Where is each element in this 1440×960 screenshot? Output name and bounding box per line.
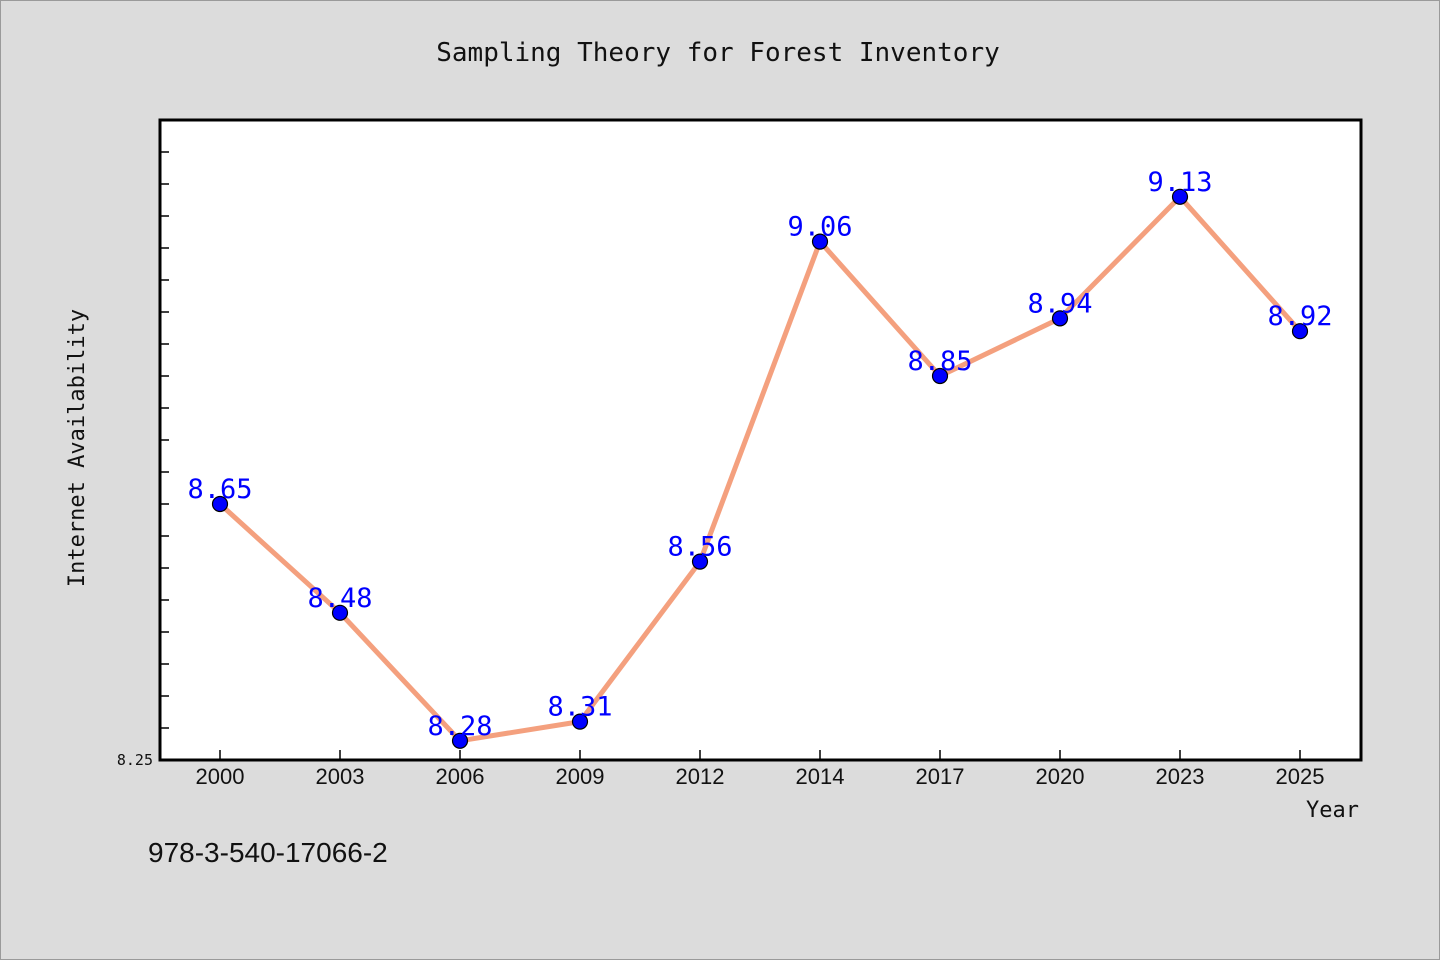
x-axis-tick-labels: 2000 2003 2006 2009 2012 2014 2017 2020 2023 2025 [196, 764, 1325, 789]
data-point [1051, 310, 1069, 327]
data-labels: 8.65 8.48 8.28 8.31 8.56 9.06 8.85 8.94 9.13 8.92 [187, 167, 1332, 742]
x-tick-label: 2000 [196, 764, 245, 789]
data-point [931, 367, 949, 385]
x-tick-label: 2006 [436, 764, 485, 789]
data-label: 8.31 [547, 692, 612, 723]
x-tick-label: 2014 [796, 764, 845, 789]
plot-area [158, 118, 1363, 762]
data-markers [211, 188, 1309, 749]
x-tick-label: 2023 [1156, 764, 1205, 789]
x-tick-label: 2020 [1036, 764, 1085, 789]
data-label: 8.94 [1027, 288, 1092, 319]
x-axis-ticks [219, 750, 1301, 760]
data-label: 9.06 [787, 212, 852, 243]
data-label: 8.28 [427, 711, 492, 742]
data-label: 8.92 [1267, 301, 1332, 332]
data-label: 9.13 [1147, 167, 1212, 198]
x-tick-label: 2012 [676, 764, 725, 789]
data-label: 8.65 [187, 474, 252, 505]
chart-title: Sampling Theory for Forest Inventory [436, 38, 1000, 68]
data-point [451, 732, 469, 749]
x-tick-label: 2009 [556, 764, 605, 789]
data-point [1171, 188, 1189, 205]
data-label: 8.48 [307, 583, 372, 614]
data-point [691, 553, 709, 570]
y-axis-ticks [160, 151, 169, 729]
series-line [217, 194, 1303, 744]
y-axis-title: Internet Availability [65, 309, 90, 587]
data-label: 8.85 [907, 346, 972, 377]
data-point [1291, 323, 1309, 340]
x-tick-label: 2025 [1276, 764, 1325, 789]
data-point [331, 604, 349, 621]
data-point [211, 495, 229, 513]
data-point [571, 713, 589, 730]
data-point [811, 233, 829, 250]
x-axis-title: Year [1306, 798, 1359, 823]
y-tick-label: 8.25 [117, 751, 153, 769]
y-axis-tick-labels: 8.25 [117, 751, 153, 769]
x-tick-label: 2017 [916, 764, 965, 789]
x-tick-label: 2003 [316, 764, 365, 789]
footer-code: 978-3-540-17066-2 [148, 837, 388, 868]
data-label: 8.56 [667, 532, 732, 563]
